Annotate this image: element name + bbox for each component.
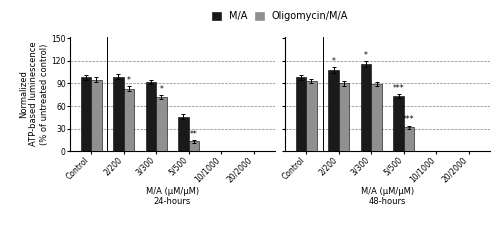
Bar <box>372 84 382 151</box>
Text: **: ** <box>190 130 198 139</box>
Bar <box>339 83 349 151</box>
Text: *: * <box>364 51 368 60</box>
Text: ***: *** <box>403 115 415 124</box>
Bar <box>178 117 188 151</box>
Text: *: * <box>332 57 336 66</box>
Y-axis label: Normalized
ATP-based luminescence
(% of untreated control): Normalized ATP-based luminescence (% of … <box>19 42 48 146</box>
Bar <box>146 82 156 151</box>
Legend: M/A, Oligomycin/M/A: M/A, Oligomycin/M/A <box>208 7 352 25</box>
Bar <box>80 77 91 151</box>
Text: *: * <box>160 85 164 93</box>
Bar <box>114 77 124 151</box>
Text: ***: *** <box>393 84 404 93</box>
Bar <box>306 81 316 151</box>
Bar <box>296 77 306 151</box>
Bar <box>361 64 372 151</box>
Bar <box>394 96 404 151</box>
Bar <box>124 89 134 151</box>
X-axis label: M/A (μM/μM)
48-hours: M/A (μM/μM) 48-hours <box>361 187 414 206</box>
Text: *: * <box>127 76 131 85</box>
Bar <box>91 80 102 151</box>
Bar <box>156 97 166 151</box>
Bar <box>188 142 199 151</box>
X-axis label: M/A (μM/μM)
24-hours: M/A (μM/μM) 24-hours <box>146 187 199 206</box>
Bar <box>328 70 339 151</box>
Bar <box>404 127 414 151</box>
